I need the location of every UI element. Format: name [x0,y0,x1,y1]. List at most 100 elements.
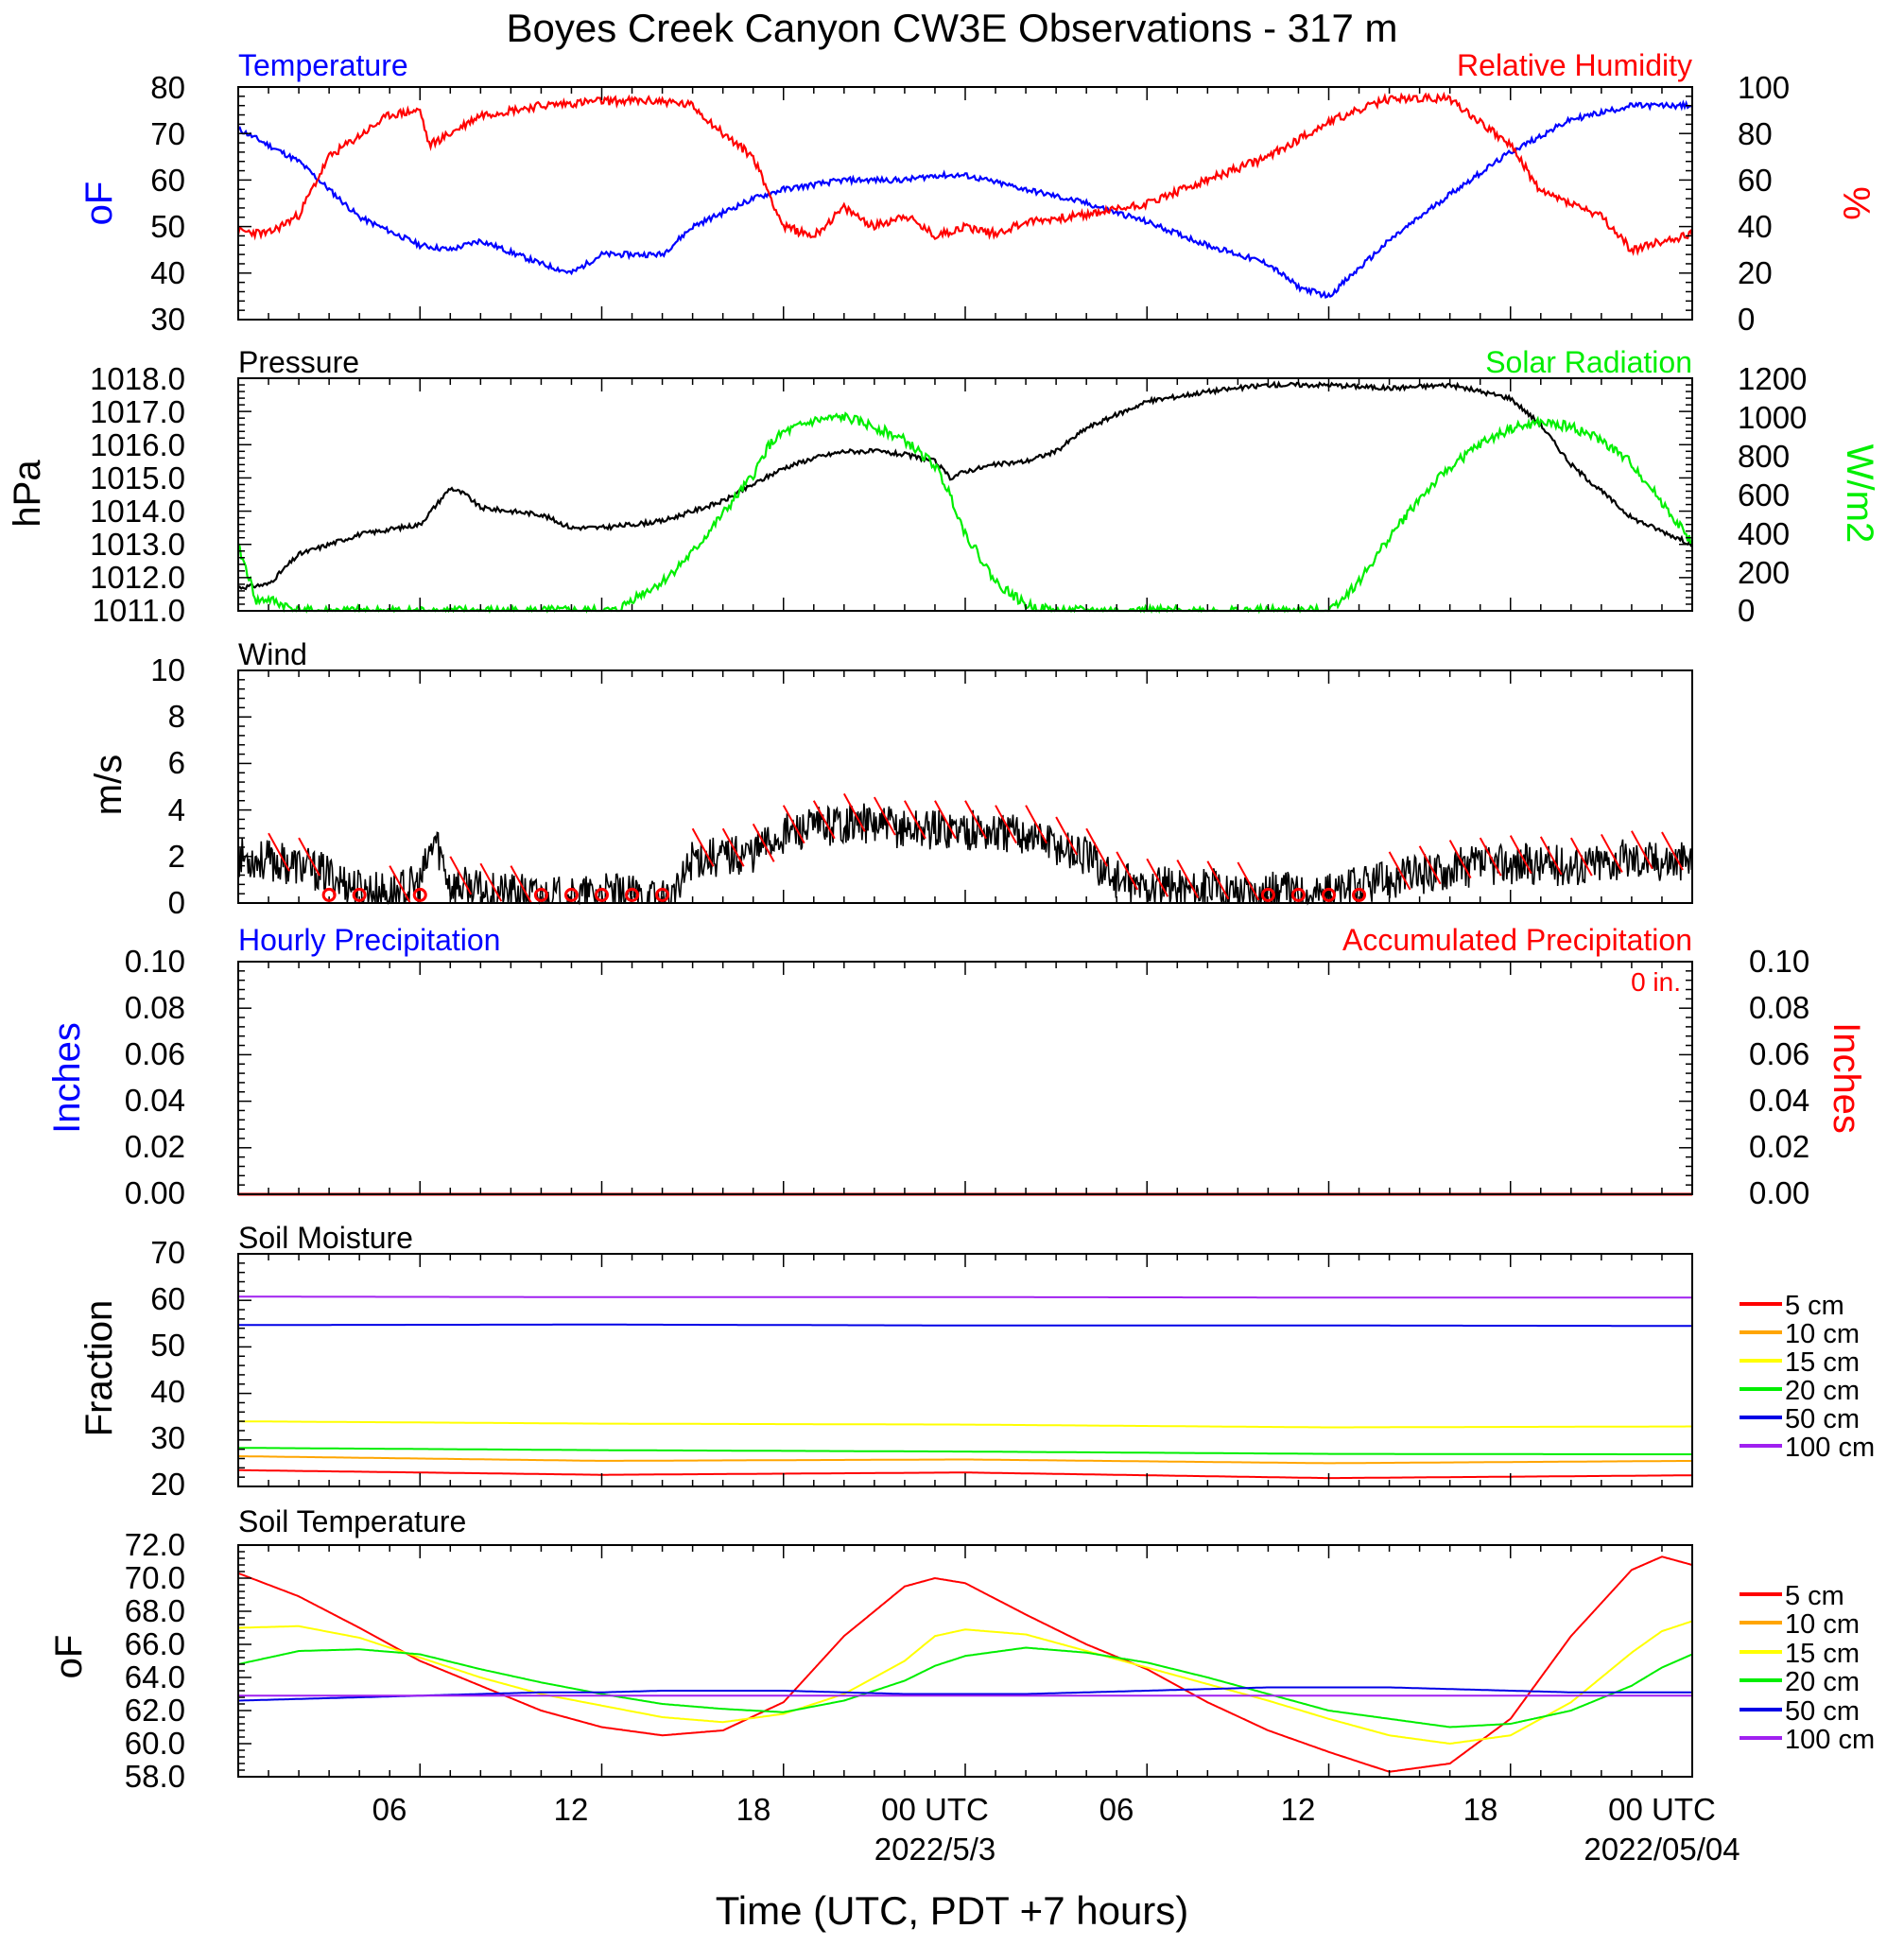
pr-rtick-000: 0.00 [1749,1175,1809,1210]
temp-tick-60: 60 [150,163,185,198]
wind-ylabel: m/s [88,755,130,815]
soil-temp-ylabel-text: oF [48,1635,90,1679]
st-tick-60: 60.0 [125,1726,185,1761]
soil-temperature-plot [237,1544,1693,1778]
wind-barb [1055,816,1079,856]
wind-barb [1631,830,1653,870]
soil-moisture-line [238,1295,1692,1299]
st-legend-50cm: 50 cm [1785,1696,1860,1727]
panel-soil-temperature: Soil Temperature oF 72.0 70.0 68.0 66.0 … [48,1504,1875,1794]
wind-barb [1479,837,1502,877]
sm-tick-40: 40 [150,1374,185,1409]
p-tick-1015: 1015.0 [90,460,185,495]
temp-tick-50: 50 [150,209,185,244]
pr-tick-004: 0.04 [125,1083,185,1118]
calm-wind-marker [1260,887,1275,902]
wind-barb [389,865,412,905]
x-tick-06a: 06 [372,1792,407,1827]
wind-barb [268,832,290,872]
wind-barb [298,837,320,877]
p-tick-1017: 1017.0 [90,394,185,429]
wind-plot [237,669,1693,906]
sm-legend-5cm: 5 cm [1785,1291,1844,1321]
temperature-ylabel: oF [78,182,120,226]
st-legend-20cm: 20 cm [1785,1667,1860,1697]
wind-ticks: 10 8 6 4 2 0 [150,652,185,920]
wind-barb [1539,836,1563,876]
sm-tick-30: 30 [150,1420,185,1455]
st-legend-10cm: 10 cm [1785,1609,1860,1640]
date-label-2: 2022/05/04 [1584,1832,1740,1867]
pr-tick-006: 0.06 [125,1036,185,1071]
accum-precip-title: Accumulated Precipitation [1342,923,1692,957]
soil-moisture-line [238,1455,1693,1465]
rh-tick-60: 60 [1738,163,1773,198]
wind-barb [782,805,805,844]
rh-tick-0: 0 [1738,302,1755,337]
figure-title: Boyes Creek Canyon CW3E Observations - 3… [506,6,1397,50]
s-tick-1200: 1200 [1738,361,1807,396]
wind-barb [1206,860,1230,900]
wind-title: Wind [238,637,307,671]
sm-tick-50: 50 [150,1328,185,1363]
w-tick-8: 8 [168,699,185,734]
s-tick-800: 800 [1738,439,1790,474]
soil-temperature-line [237,1646,1693,1729]
soil-temp-title: Soil Temperature [238,1504,466,1538]
calm-wind-marker [1322,887,1336,902]
panel-soil-moisture: Soil Moisture Fraction 70 60 50 40 30 20… [78,1221,1875,1502]
st-legend-100cm: 100 cm [1785,1725,1875,1755]
soil-temp-ticks: 72.0 70.0 68.0 66.0 64.0 62.0 60.0 58.0 [125,1527,185,1794]
st-tick-72: 72.0 [125,1527,185,1562]
pr-rtick-006: 0.06 [1749,1036,1809,1071]
wind-barb [1388,851,1411,891]
temperature-line [237,99,1692,299]
pressure-ylabel: hPa [7,460,48,528]
wind-barb [1146,858,1169,897]
calm-wind-marker [1352,887,1367,902]
x-tick-06b: 06 [1099,1792,1134,1827]
calm-wind-marker [655,887,670,902]
pr-rtick-008: 0.08 [1749,990,1809,1025]
panel-precipitation: Hourly Precipitation Accumulated Precipi… [46,923,1867,1210]
wind-barb [995,805,1017,844]
accum-precip-value: 0 in. [1631,967,1681,997]
soil-moisture-ticks: 70 60 50 40 30 20 [150,1235,185,1502]
sm-tick-60: 60 [150,1281,185,1316]
soil-moisture-legend: 5 cm 10 cm 15 cm 20 cm 50 cm 100 cm [1740,1291,1875,1463]
x-tick-00b: 00 UTC [1608,1792,1716,1827]
temperature-ylabel-text: oF [78,182,120,226]
sm-legend-15cm: 15 cm [1785,1347,1860,1378]
panel-pressure-solar: Pressure Solar Radiation hPa W/m2 1018.0… [7,345,1880,628]
humidity-line [236,91,1694,256]
wind-barb [934,800,957,840]
temperature-ticks: 80 70 60 50 40 30 [150,70,185,337]
time-axis: 06 12 18 00 UTC 06 12 18 00 UTC 2022/5/3… [372,1792,1740,1933]
soil-temp-ylabel: oF [48,1635,90,1679]
humidity-ylabel: % [1835,186,1877,220]
panel-wind: Wind m/s 10 8 6 4 2 0 [88,637,1693,920]
pr-rtick-004: 0.04 [1749,1083,1809,1118]
w-tick-6: 6 [168,745,185,780]
soil-moisture-line [238,1447,1693,1456]
pr-tick-000: 0.00 [125,1175,185,1210]
rh-tick-40: 40 [1738,209,1773,244]
s-tick-0: 0 [1738,593,1755,628]
hourly-precip-title: Hourly Precipitation [238,923,500,957]
sm-legend-20cm: 20 cm [1785,1376,1860,1406]
sm-legend-100cm: 100 cm [1785,1433,1875,1463]
pressure-solar-frame [237,377,1693,612]
wind-barb [1176,860,1200,898]
sm-legend-10cm: 10 cm [1785,1319,1860,1349]
pressure-ticks: 1018.0 1017.0 1016.0 1015.0 1014.0 1013.… [90,361,185,628]
soil-moisture-plot [237,1253,1693,1487]
precip-left-ticks: 0.10 0.08 0.06 0.04 0.02 0.00 [125,944,185,1210]
soil-moisture-line [238,1323,1692,1328]
wind-barb [752,823,775,862]
pr-tick-002: 0.02 [125,1129,185,1164]
svg-text:oF: oF [78,182,120,226]
s-tick-200: 200 [1738,555,1790,590]
humidity-title: Relative Humidity [1457,48,1692,82]
pressure-solar-plot [237,377,1694,615]
temp-tick-80: 80 [150,70,185,105]
